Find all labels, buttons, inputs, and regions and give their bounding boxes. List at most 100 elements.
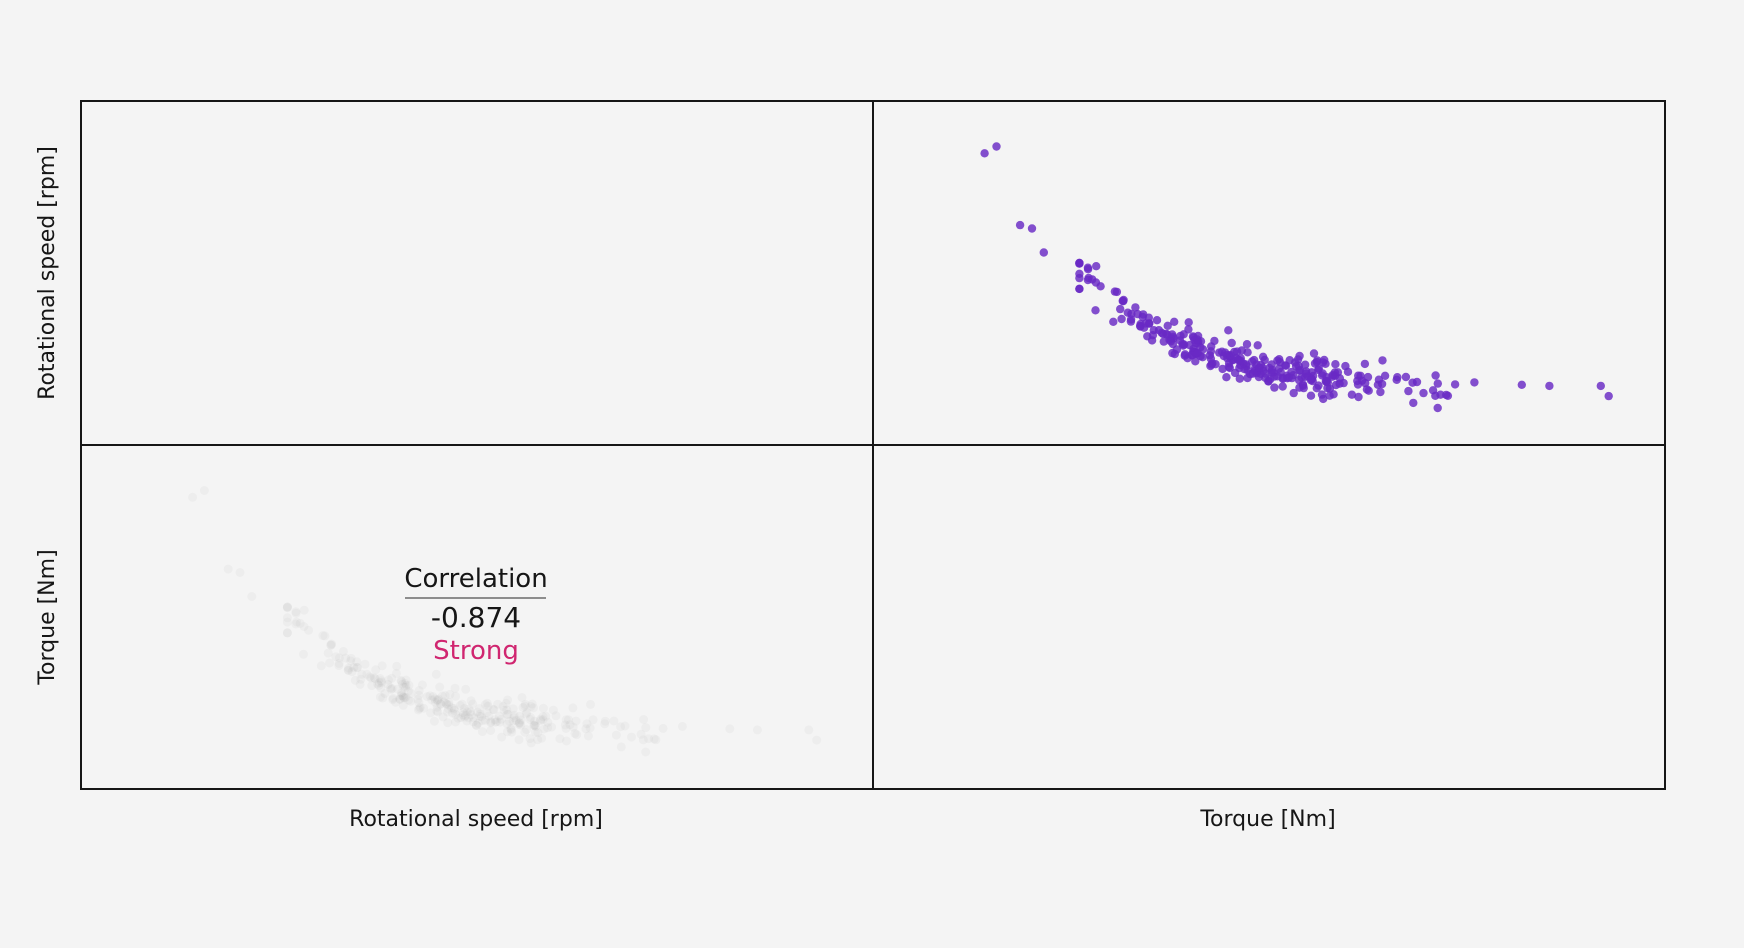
scatter-point [1364,386,1373,395]
faint-scatter-point [572,730,582,740]
faint-scatter-point [396,690,406,700]
faint-scatter-point [396,675,406,685]
scatter-point [1270,383,1279,392]
faint-scatter-point [484,711,494,721]
scatter-point [1116,304,1125,314]
faint-scatter-point [636,729,646,739]
faint-scatter-point [430,697,440,707]
faint-scatter-point [442,699,452,709]
scatter-point [1188,332,1198,341]
faint-scatter-point [439,697,449,707]
faint-scatter-point [384,675,393,685]
faint-scatter-point [543,717,553,727]
faint-scatter-point [401,692,411,702]
faint-scatter-point [386,683,395,693]
scatter-point [1287,373,1297,383]
faint-scatter-point [199,486,209,495]
scatter-point [980,149,989,158]
faint-scatter-point [475,711,485,721]
faint-scatter-point [188,492,198,502]
scatter-point [1110,287,1120,296]
faint-scatter-point [346,656,356,666]
faint-scatter-point [386,685,396,694]
faint-scatter-point [503,709,513,719]
faint-scatter-point [562,736,571,746]
faint-scatter-point [433,696,443,706]
faint-scatter-point [445,689,455,699]
scatter-point [1096,282,1105,291]
faint-scatter-point [376,683,386,693]
scatter-point [1088,275,1097,284]
faint-scatter-point [323,648,333,658]
scatter-point [1227,338,1236,348]
faint-scatter-point [388,695,398,705]
faint-scatter-point [334,659,344,668]
faint-scatter-point [341,653,351,663]
faint-scatter-point [435,699,445,709]
faint-scatter-point [292,617,302,627]
faint-scatter-point [443,704,453,714]
scatter-point [1139,310,1148,319]
scatter-point [1119,297,1128,306]
faint-scatter-point [334,653,344,663]
scatter-point [1295,366,1305,375]
faint-scatter-point [520,701,530,711]
faint-scatter-point [347,667,357,677]
faint-scatter-point [464,713,474,723]
scatter-point [1170,317,1179,326]
scatter-point [1126,317,1136,326]
scatter-point [1180,350,1190,359]
faint-scatter-point [304,625,314,635]
faint-scatter-point [247,592,257,601]
faint-scatter-point [516,720,526,730]
faint-scatter-point [526,701,536,711]
faint-scatter-point [551,711,561,721]
faint-scatter-point [611,730,621,740]
x-axis-label-col1: Rotational speed [rpm] [349,807,603,832]
faint-scatter-point [398,692,408,701]
faint-scatter-point [555,734,565,744]
faint-scatter-point [514,719,524,729]
faint-scatter-point [616,742,626,752]
faint-scatter-point [509,710,519,720]
faint-scatter-point [501,698,511,708]
faint-scatter-point [444,697,454,707]
faint-scatter-point [526,713,536,722]
faint-scatter-point [320,631,330,641]
faint-scatter-point [291,607,301,617]
faint-scatter-point [443,718,453,728]
faint-scatter-point [536,716,545,726]
faint-scatter-point [282,603,292,613]
faint-scatter-point [538,703,548,713]
faint-scatter-point [507,727,517,737]
scatter-point [1380,371,1390,380]
scatter-point [1222,373,1231,382]
faint-scatter-point [375,692,385,702]
faint-scatter-point [397,688,406,698]
scatter-point [1433,403,1442,413]
scatter-point [1224,326,1233,335]
faint-scatter-point [466,707,476,717]
faint-scatter-point [561,715,571,725]
faint-scatter-point [441,699,451,709]
faint-scatter-point [432,695,442,705]
faint-scatter-point [449,703,459,713]
faint-scatter-point [571,716,581,726]
scatter-point [1517,380,1527,389]
faint-scatter-point [538,712,548,721]
correlation-strength: Strong [433,636,519,666]
faint-scatter-point [529,721,539,731]
scatter-point [1378,356,1387,365]
faint-scatter-point [517,693,527,702]
scatter-point [1331,360,1340,369]
faint-scatter-point [498,701,508,711]
correlation-value: -0.874 [431,601,521,634]
faint-scatter-point [430,694,440,704]
faint-scatter-point [506,724,516,733]
faint-scatter-point [447,703,457,713]
faint-scatter-point [641,723,651,733]
faint-scatter-point [529,703,538,713]
faint-scatter-point [442,707,452,717]
faint-scatter-point [627,732,636,742]
